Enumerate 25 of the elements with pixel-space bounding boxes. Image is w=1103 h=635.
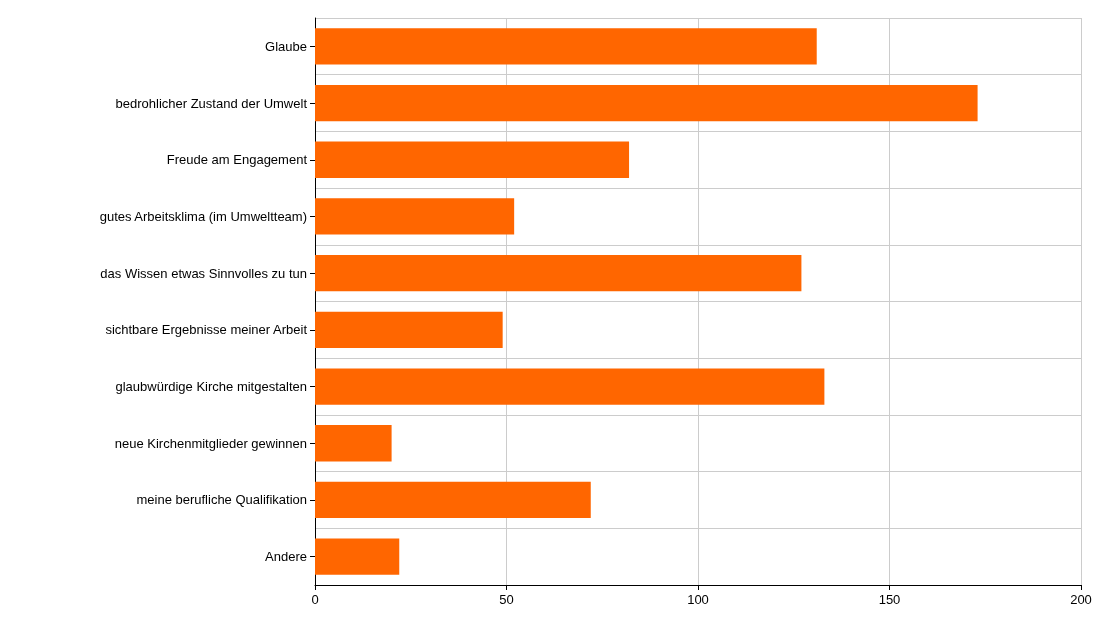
y-tick-label: neue Kirchenmitglieder gewinnen [114,435,307,451]
y-tick-label: meine berufliche Qualifikation [136,492,307,508]
bar [315,255,802,292]
x-tick-label: 50 [499,592,514,607]
bar [315,198,515,235]
y-tick-label: das Wissen etwas Sinnvolles zu tun [100,265,307,281]
bar [315,311,503,348]
bar [315,425,392,462]
y-tick-label: sichtbare Ergebnisse meiner Arbeit [105,322,308,338]
y-tick-label: bedrohlicher Zustand der Umwelt [115,95,308,111]
bar [315,84,978,122]
y-tick-label: glaubwürdige Kirche mitgestalten [115,379,307,395]
x-tick-label: 100 [687,592,709,607]
x-tick-label: 0 [311,592,319,607]
bar [315,538,400,575]
bar [315,481,591,519]
y-tick-label: Glaube [265,38,307,54]
bar [315,141,630,178]
bar [315,28,817,65]
bar [315,368,825,405]
y-tick-label: gutes Arbeitsklima (im Umweltteam) [99,208,307,224]
x-tick-label: 150 [878,592,901,607]
x-tick-label: 200 [1070,592,1092,607]
y-tick-label: Freude am Engagement [166,152,308,168]
y-tick-label: Andere [265,549,307,565]
